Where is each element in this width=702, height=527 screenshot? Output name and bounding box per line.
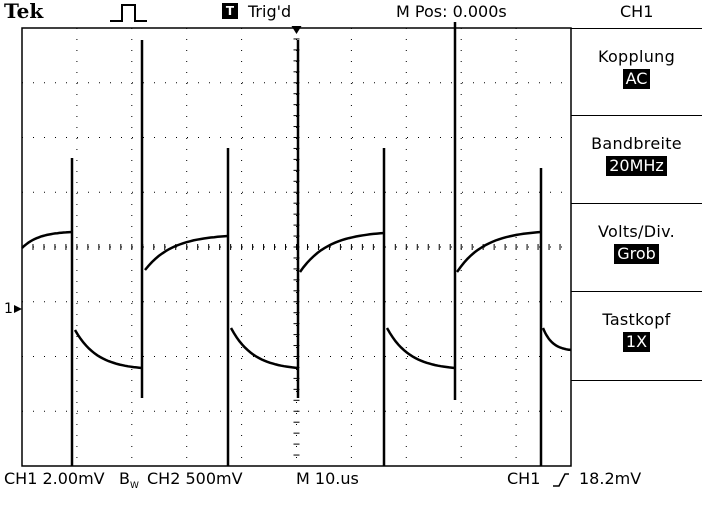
lower-trace-segment (541, 327, 572, 352)
time-base-readout: M 10.us (296, 469, 359, 488)
ch1-bandwidth-limit-icon: BW (119, 469, 139, 492)
brand-logo: Tek (4, 0, 44, 23)
menu-item-kopplung[interactable]: Kopplung AC (571, 28, 702, 116)
trigger-source-readout: CH1 (507, 469, 541, 488)
menu-item-value: 1X (622, 332, 651, 352)
menu-item-value: 20MHz (606, 156, 667, 176)
graticule-center-ticks (21, 27, 572, 467)
menu-item-label: Volts/Div. (597, 222, 675, 241)
menu-item-label: Tastkopf (602, 310, 671, 329)
menu-item-tastkopf[interactable]: Tastkopf 1X (571, 291, 702, 381)
upper-trace-segment (21, 230, 73, 249)
menu-item-value: Grob (614, 244, 659, 264)
trigger-level-readout: 18.2mV (579, 469, 642, 488)
menu-item-value: AC (622, 69, 651, 89)
trigger-slope-icon (553, 473, 569, 487)
ch2-scale-readout: CH2 500mV (147, 469, 243, 488)
lower-trace-segment (73, 329, 143, 370)
upper-trace-segment (144, 234, 229, 271)
menu-item-label: Bandbreite (591, 134, 682, 153)
ch1-ground-arrow-icon (14, 305, 22, 313)
trigger-status-badge: T (222, 3, 238, 19)
menu-channel-title: CH1 (620, 2, 654, 21)
trigger-pulse-icon (110, 4, 147, 22)
menu-item-label: Kopplung (597, 47, 676, 66)
lower-trace-segment (385, 327, 456, 370)
lower-trace-segment (229, 327, 299, 370)
upper-trace-segment (298, 231, 385, 273)
upper-trace-segment (455, 230, 542, 273)
horizontal-position-readout: M Pos: 0.000s (396, 2, 507, 21)
trigger-status-text: Trig'd (248, 2, 292, 21)
menu-item-bandbreite[interactable]: Bandbreite 20MHz (571, 115, 702, 204)
ch1-ground-marker-label: 1 (4, 301, 13, 317)
ch1-scale-readout: CH1 2.00mV (4, 469, 105, 488)
menu-item-volts-div[interactable]: Volts/Div. Grob (571, 203, 702, 292)
channel-menu: Kopplung AC Bandbreite 20MHz Volts/Div. … (571, 28, 702, 466)
trigger-position-icon (291, 26, 302, 34)
